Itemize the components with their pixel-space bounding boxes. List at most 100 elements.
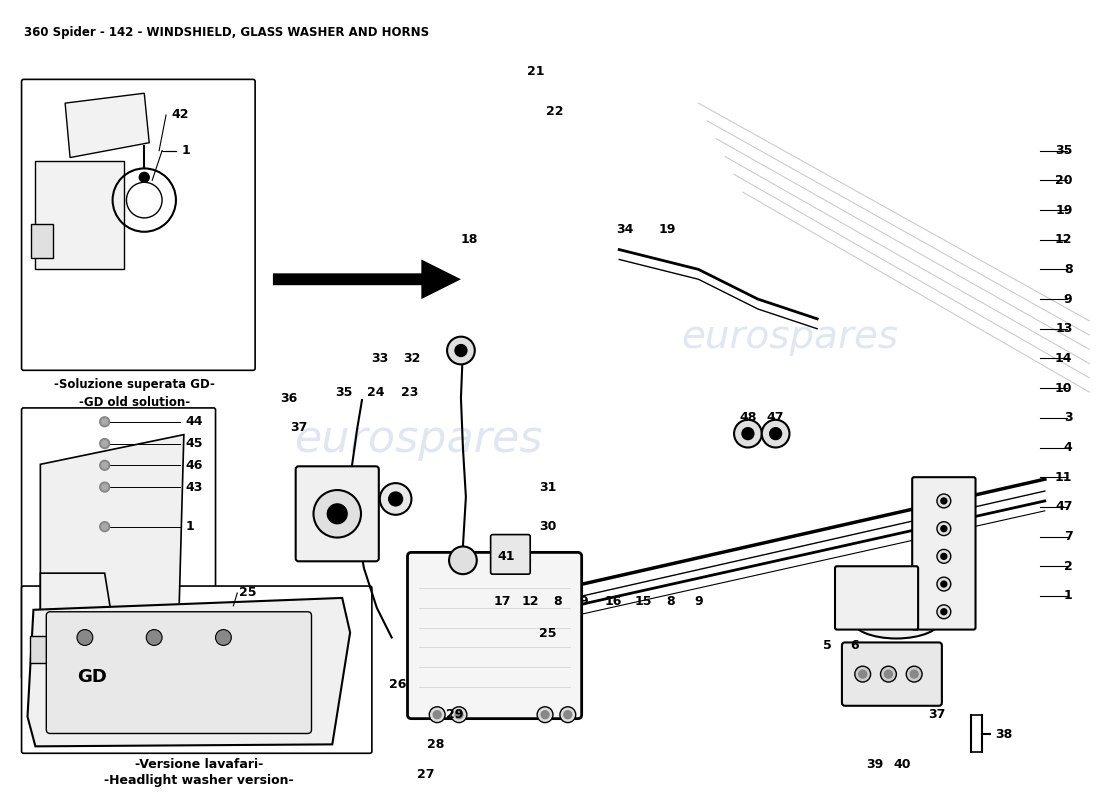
Text: 3: 3 xyxy=(1064,411,1072,424)
Circle shape xyxy=(314,490,361,538)
Text: 41: 41 xyxy=(497,550,515,563)
Circle shape xyxy=(940,609,947,614)
Circle shape xyxy=(762,420,790,447)
Circle shape xyxy=(937,494,950,508)
Text: 12: 12 xyxy=(521,595,539,608)
Circle shape xyxy=(564,710,572,718)
Text: 28: 28 xyxy=(427,738,444,751)
Circle shape xyxy=(455,345,466,357)
Text: 45: 45 xyxy=(186,437,204,450)
Text: 21: 21 xyxy=(527,65,544,78)
Text: GD: GD xyxy=(65,687,95,705)
Text: 11: 11 xyxy=(1055,470,1072,484)
Circle shape xyxy=(560,706,575,722)
Circle shape xyxy=(449,546,476,574)
Text: 38: 38 xyxy=(996,728,1013,741)
Circle shape xyxy=(447,337,475,364)
Circle shape xyxy=(906,666,922,682)
Text: 7: 7 xyxy=(1064,530,1072,543)
Circle shape xyxy=(146,630,162,646)
Text: 34: 34 xyxy=(616,223,634,236)
Text: 31: 31 xyxy=(539,481,557,494)
Bar xyxy=(31,635,52,663)
FancyBboxPatch shape xyxy=(491,534,530,574)
Text: 19: 19 xyxy=(658,223,675,236)
Text: 19: 19 xyxy=(1055,203,1072,217)
Circle shape xyxy=(880,666,896,682)
Polygon shape xyxy=(65,94,150,158)
Text: -Headlight washer version-: -Headlight washer version- xyxy=(103,774,294,787)
FancyBboxPatch shape xyxy=(101,607,177,662)
Circle shape xyxy=(328,504,348,524)
Circle shape xyxy=(100,460,110,470)
Circle shape xyxy=(388,492,403,506)
FancyBboxPatch shape xyxy=(22,408,216,679)
Circle shape xyxy=(937,550,950,563)
Text: 33: 33 xyxy=(371,352,388,365)
Text: 8: 8 xyxy=(553,595,562,608)
Text: 1: 1 xyxy=(186,520,195,533)
Text: 13: 13 xyxy=(1055,322,1072,335)
Text: 29: 29 xyxy=(447,708,464,721)
Text: 37: 37 xyxy=(290,422,307,434)
Text: 20: 20 xyxy=(1055,174,1072,187)
Circle shape xyxy=(433,710,441,718)
Circle shape xyxy=(510,550,530,570)
Text: 8: 8 xyxy=(667,595,675,608)
FancyBboxPatch shape xyxy=(835,566,918,630)
Circle shape xyxy=(379,483,411,514)
Circle shape xyxy=(455,710,463,718)
Text: 360 Spider - 142 - WINDSHIELD, GLASS WASHER AND HORNS: 360 Spider - 142 - WINDSHIELD, GLASS WAS… xyxy=(23,26,429,39)
Circle shape xyxy=(101,441,108,446)
Circle shape xyxy=(937,577,950,591)
Text: 1: 1 xyxy=(1064,590,1072,602)
Text: 44: 44 xyxy=(186,415,204,428)
Text: 17: 17 xyxy=(494,595,512,608)
Text: 32: 32 xyxy=(403,352,420,365)
Text: -Soluzione superata GD-: -Soluzione superata GD- xyxy=(54,378,215,391)
Circle shape xyxy=(940,581,947,587)
Text: 16: 16 xyxy=(605,595,621,608)
Text: 42: 42 xyxy=(170,109,188,122)
FancyBboxPatch shape xyxy=(912,477,976,630)
Text: GD: GD xyxy=(77,668,107,686)
Circle shape xyxy=(940,526,947,532)
Bar xyxy=(32,224,53,258)
Text: 4: 4 xyxy=(1064,441,1072,454)
Circle shape xyxy=(77,630,92,646)
Text: 22: 22 xyxy=(547,105,563,118)
Text: 40: 40 xyxy=(893,758,911,770)
Circle shape xyxy=(140,172,150,182)
Text: 36: 36 xyxy=(280,391,297,405)
Text: 18: 18 xyxy=(460,233,477,246)
Circle shape xyxy=(940,554,947,559)
Text: 9: 9 xyxy=(694,595,703,608)
Text: 43: 43 xyxy=(186,481,204,494)
Text: 9: 9 xyxy=(580,595,588,608)
Text: 1: 1 xyxy=(182,144,190,157)
Text: 27: 27 xyxy=(417,767,434,781)
Circle shape xyxy=(100,522,110,532)
FancyBboxPatch shape xyxy=(46,612,311,734)
Circle shape xyxy=(937,522,950,535)
Circle shape xyxy=(101,484,108,490)
Circle shape xyxy=(742,428,754,439)
Text: 25: 25 xyxy=(539,627,557,640)
Circle shape xyxy=(216,630,231,646)
Text: 35: 35 xyxy=(1055,144,1072,157)
Circle shape xyxy=(101,419,108,425)
Bar xyxy=(35,161,124,270)
Text: 48: 48 xyxy=(739,411,757,424)
Circle shape xyxy=(884,670,892,678)
Circle shape xyxy=(100,417,110,426)
Circle shape xyxy=(940,498,947,504)
Text: 5: 5 xyxy=(823,639,832,652)
Circle shape xyxy=(541,710,549,718)
Text: 15: 15 xyxy=(635,595,652,608)
Text: 10: 10 xyxy=(1055,382,1072,394)
Circle shape xyxy=(734,420,762,447)
Circle shape xyxy=(451,706,466,722)
Text: 9: 9 xyxy=(1064,293,1072,306)
FancyBboxPatch shape xyxy=(842,642,942,706)
Text: 30: 30 xyxy=(539,520,557,533)
